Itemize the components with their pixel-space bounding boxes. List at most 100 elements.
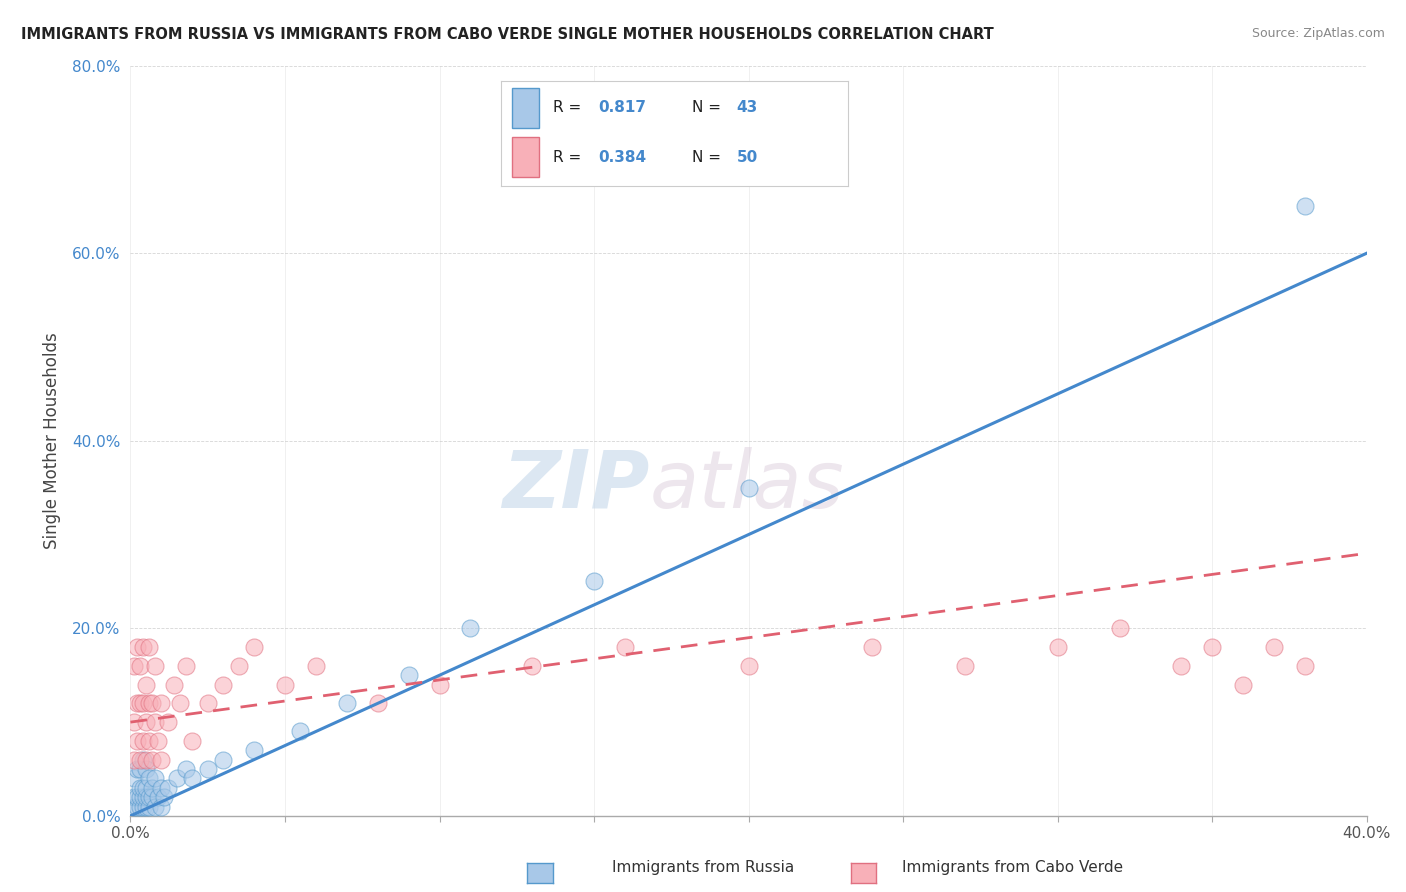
Point (460, 621, 482, 635)
Point (125, 697, 148, 711)
Point (125, 640, 148, 654)
Y-axis label: Single Mother Households: Single Mother Households (44, 333, 60, 549)
Point (128, 658, 150, 673)
Point (135, 753, 157, 767)
Point (138, 640, 160, 654)
Point (135, 790, 157, 805)
Point (135, 799, 157, 814)
Point (174, 658, 197, 673)
Point (125, 790, 148, 805)
Point (122, 715, 145, 730)
Point (132, 697, 155, 711)
Point (143, 772, 166, 786)
Point (1201, 640, 1223, 654)
Point (1232, 677, 1254, 691)
Point (614, 640, 637, 654)
Point (150, 799, 173, 814)
Point (135, 677, 157, 691)
Point (156, 715, 179, 730)
Point (1108, 621, 1130, 635)
Point (128, 790, 150, 805)
Point (163, 677, 186, 691)
Text: atlas: atlas (650, 447, 845, 524)
Point (156, 780, 179, 795)
Point (122, 772, 145, 786)
Point (125, 799, 148, 814)
Point (141, 780, 163, 795)
Text: ZIP: ZIP (502, 447, 650, 524)
Point (141, 753, 163, 767)
Point (128, 762, 150, 776)
Point (305, 658, 328, 673)
Point (132, 734, 155, 748)
Point (122, 658, 145, 673)
Point (197, 697, 219, 711)
Point (138, 790, 160, 805)
Point (135, 715, 157, 730)
Point (290, 724, 312, 739)
Point (583, 574, 606, 589)
Point (143, 715, 166, 730)
Point (128, 697, 150, 711)
Point (212, 677, 235, 691)
Point (336, 697, 359, 711)
Point (138, 772, 160, 786)
Point (1294, 658, 1316, 673)
Text: Immigrants from Cabo Verde: Immigrants from Cabo Verde (901, 861, 1123, 875)
Point (522, 658, 544, 673)
Point (1263, 640, 1285, 654)
Point (860, 640, 883, 654)
Point (125, 762, 148, 776)
Point (148, 790, 170, 805)
Point (138, 697, 160, 711)
Point (228, 658, 250, 673)
Point (135, 762, 157, 776)
Point (132, 799, 155, 814)
Point (150, 753, 173, 767)
Point (212, 753, 235, 767)
Point (398, 668, 420, 682)
Point (181, 772, 204, 786)
Point (122, 790, 145, 805)
Point (150, 780, 173, 795)
Point (138, 799, 160, 814)
Point (150, 697, 173, 711)
Point (132, 780, 155, 795)
Point (197, 762, 219, 776)
Point (143, 658, 166, 673)
Point (274, 677, 297, 691)
Point (1170, 658, 1192, 673)
Point (174, 762, 197, 776)
Point (143, 799, 166, 814)
Text: Immigrants from Russia: Immigrants from Russia (612, 861, 794, 875)
Point (132, 753, 155, 767)
Point (141, 790, 163, 805)
Point (243, 743, 266, 757)
Point (138, 734, 160, 748)
Text: Source: ZipAtlas.com: Source: ZipAtlas.com (1251, 27, 1385, 40)
Point (148, 734, 170, 748)
Point (166, 772, 188, 786)
Point (953, 658, 976, 673)
Point (737, 658, 759, 673)
Text: IMMIGRANTS FROM RUSSIA VS IMMIGRANTS FROM CABO VERDE SINGLE MOTHER HOUSEHOLDS CO: IMMIGRANTS FROM RUSSIA VS IMMIGRANTS FRO… (21, 27, 994, 42)
Point (243, 640, 266, 654)
Point (1294, 199, 1316, 213)
Point (141, 697, 163, 711)
Point (169, 697, 191, 711)
Point (737, 481, 759, 495)
Point (153, 790, 176, 805)
Point (1046, 640, 1069, 654)
Point (128, 799, 150, 814)
Point (128, 753, 150, 767)
Point (132, 790, 155, 805)
Point (429, 677, 451, 691)
Point (122, 799, 145, 814)
Point (122, 753, 145, 767)
Point (181, 734, 204, 748)
Point (135, 780, 157, 795)
Point (128, 780, 150, 795)
Point (367, 697, 389, 711)
Point (125, 734, 148, 748)
Point (132, 640, 155, 654)
